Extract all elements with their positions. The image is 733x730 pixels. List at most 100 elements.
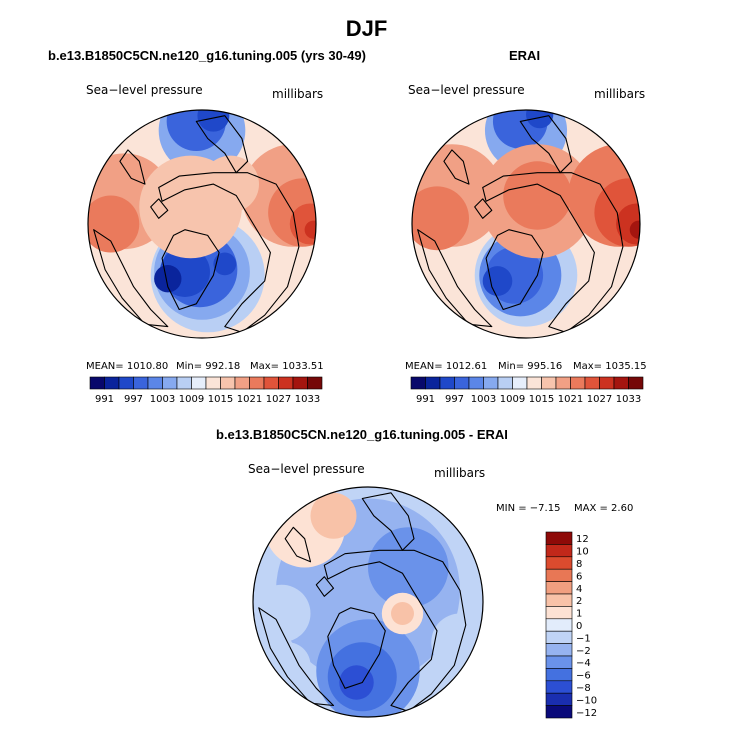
colorbar-tick-label: 1003: [471, 394, 496, 405]
colorbar-tick-label: −12: [576, 708, 597, 719]
coastline-3: [443, 149, 470, 185]
colorbar-cell-1: [425, 376, 441, 390]
colorbar-cell-7: [191, 376, 207, 390]
panel-1-map: [87, 109, 317, 339]
colorbar-tick-label: −8: [576, 683, 591, 694]
colorbar-cell-15: [307, 376, 323, 390]
panel-1-min: Min= 992.18: [176, 361, 241, 372]
colorbar-tick-label: 1009: [500, 394, 525, 405]
colorbar-tick-label: 997: [124, 394, 143, 405]
field-region-6: [310, 492, 357, 539]
colorbar-tick-label: 1015: [208, 394, 233, 405]
field-region-3: [482, 266, 513, 296]
panel-3-title: b.e13.B1850C5CN.ne120_g16.tuning.005 - E…: [216, 427, 508, 442]
coastline-4: [315, 576, 335, 597]
colorbar-cell-8: [545, 630, 573, 644]
colorbar-cell-6: [545, 606, 573, 620]
colorbar-tick-label: 12: [576, 534, 589, 545]
coastline-2: [195, 115, 249, 174]
panel-1-max: Max= 1033.51: [250, 361, 324, 372]
panel-2-min: Min= 995.16: [498, 361, 563, 372]
panel-3-min: MIN = −7.15: [496, 503, 561, 514]
panel-3-map: [252, 486, 484, 718]
colorbar-tick-label: 2: [576, 596, 582, 607]
colorbar-tick-label: −10: [576, 695, 597, 706]
colorbar-tick-label: 991: [416, 394, 435, 405]
field-region-7: [253, 584, 311, 643]
coastline-4: [150, 198, 169, 219]
colorbar-tick-label: 1: [576, 609, 582, 620]
colorbar-cell-11: [249, 376, 265, 390]
map-border: [252, 486, 484, 718]
field-region-8: [197, 110, 230, 132]
field-region-6: [525, 110, 554, 129]
map-border: [87, 109, 317, 339]
colorbar-cell-15: [628, 376, 644, 390]
field-region-1: [368, 527, 449, 608]
colorbar-cell-6: [497, 376, 513, 390]
colorbar-tick-label: 1015: [529, 394, 554, 405]
panel-3-field-label: Sea−level pressure: [248, 462, 365, 476]
panel-2-max: Max= 1035.15: [573, 361, 647, 372]
panel-2-field-label: Sea−level pressure: [408, 83, 525, 97]
colorbar-tick-label: 4: [576, 584, 582, 595]
colorbar-cell-8: [205, 376, 221, 390]
colorbar-cell-10: [234, 376, 250, 390]
colorbar-cell-9: [220, 376, 236, 390]
colorbar-cell-13: [278, 376, 294, 390]
field-region-10: [503, 161, 572, 230]
panel-2-title: ERAI: [509, 48, 541, 63]
colorbar-cell-4: [468, 376, 484, 390]
colorbar-cell-12: [545, 680, 573, 694]
colorbar-tick-label: 6: [576, 571, 582, 582]
colorbar-tick-label: 1009: [179, 394, 204, 405]
colorbar-cell-14: [292, 376, 308, 390]
colorbar-cell-7: [545, 618, 573, 632]
colorbar-tick-label: 1027: [587, 394, 612, 405]
field-region-14: [629, 220, 640, 239]
coastline-2: [519, 115, 573, 174]
colorbar-cell-0: [89, 376, 105, 390]
colorbar-cell-3: [545, 568, 573, 582]
colorbar-cell-11: [570, 376, 586, 390]
coastline-1: [323, 549, 467, 712]
colorbar-tick-label: −1: [576, 633, 591, 644]
panel-2-colorbar: 991 997 1003 1009 1015 1021 1027 1033: [410, 376, 644, 405]
field-region-14: [304, 220, 316, 239]
colorbar-tick-label: 997: [445, 394, 464, 405]
colorbar-tick-label: −2: [576, 646, 591, 657]
colorbar-tick-label: 1033: [616, 394, 641, 405]
panel-1-colorbar: 991 997 1003 1009 1015 1021 1027 1033: [89, 376, 323, 405]
coastline-4: [474, 198, 493, 219]
colorbar-cell-9: [541, 376, 557, 390]
panel-3-max: MAX = 2.60: [574, 503, 634, 514]
coastline-3: [284, 526, 312, 563]
panel-1-mean: MEAN= 1010.80: [86, 361, 169, 372]
map-border: [411, 109, 641, 339]
colorbar-cell-3: [454, 376, 470, 390]
panel-1-field-label: Sea−level pressure: [86, 83, 203, 97]
colorbar-cell-0: [545, 531, 573, 545]
colorbar-cell-13: [545, 692, 573, 706]
coastline-0: [485, 229, 544, 311]
colorbar-cell-4: [147, 376, 163, 390]
colorbar-tick-label: 1021: [558, 394, 583, 405]
field-region-8: [412, 186, 469, 251]
colorbar-cell-3: [133, 376, 149, 390]
colorbar-cell-5: [162, 376, 178, 390]
coastline-5: [93, 229, 169, 328]
colorbar-cell-2: [118, 376, 134, 390]
panel-1-title: b.e13.B1850C5CN.ne120_g16.tuning.005 (yr…: [48, 48, 366, 63]
panel-3-units-label: millibars: [434, 466, 486, 480]
colorbar-tick-label: 1021: [237, 394, 262, 405]
coastline-3: [119, 149, 146, 185]
colorbar-tick-label: 1003: [150, 394, 175, 405]
colorbar-cell-0: [410, 376, 426, 390]
colorbar-tick-label: −6: [576, 671, 591, 682]
coastline-0: [327, 607, 386, 689]
colorbar-cell-4: [545, 581, 573, 595]
colorbar-cell-6: [176, 376, 192, 390]
colorbar-cell-2: [439, 376, 455, 390]
colorbar-cell-13: [599, 376, 615, 390]
panel-2-mean: MEAN= 1012.61: [405, 361, 488, 372]
